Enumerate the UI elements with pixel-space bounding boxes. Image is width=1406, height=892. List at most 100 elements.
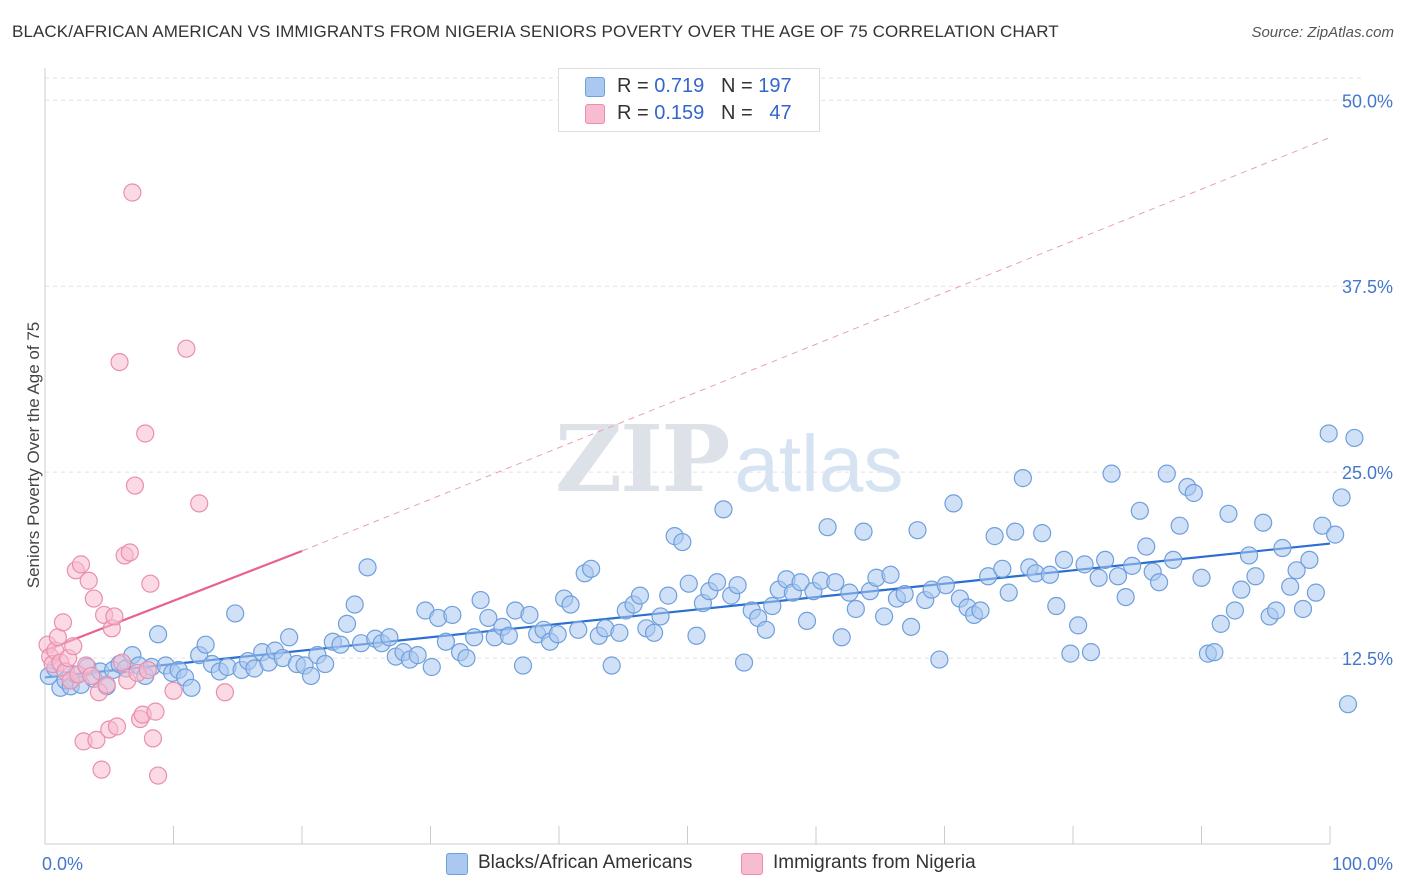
data-point-blacks bbox=[1006, 522, 1025, 541]
legend-r-value: 0.159 bbox=[654, 102, 705, 124]
data-point-blacks bbox=[280, 628, 299, 647]
y-tick-label: 12.5% bbox=[1342, 649, 1393, 669]
data-point-blacks bbox=[630, 586, 650, 605]
legend-n-value: 197 bbox=[758, 75, 792, 97]
data-point-blacks bbox=[316, 654, 335, 674]
series-legend: Blacks/African Americans Immigrants from… bbox=[0, 852, 1406, 878]
series-legend-label-blacks: Blacks/African Americans bbox=[478, 852, 693, 873]
data-point-blacks bbox=[901, 617, 921, 636]
data-point-blacks bbox=[1075, 555, 1094, 574]
data-point-blacks bbox=[1102, 464, 1121, 483]
legend-r-label: R = bbox=[617, 102, 649, 124]
data-point-blacks bbox=[561, 595, 580, 614]
data-point-blacks bbox=[993, 559, 1012, 578]
data-point-blacks bbox=[1040, 565, 1059, 584]
data-point-blacks bbox=[1287, 561, 1306, 580]
data-point-nigeria bbox=[82, 666, 101, 686]
watermark-zip: ZIP bbox=[555, 405, 730, 513]
data-point-blacks bbox=[1130, 501, 1149, 520]
trend-lines bbox=[44, 137, 1331, 679]
data-point-blacks bbox=[979, 567, 998, 586]
data-point-blacks bbox=[1157, 464, 1176, 483]
data-point-blacks bbox=[895, 585, 914, 604]
data-point-blacks bbox=[1047, 596, 1066, 616]
data-point-blacks bbox=[513, 656, 533, 675]
data-point-nigeria bbox=[123, 183, 142, 202]
y-tick-label: 37.5% bbox=[1342, 277, 1393, 297]
data-point-blacks bbox=[182, 678, 201, 697]
data-point-nigeria bbox=[120, 543, 139, 562]
data-point-blacks bbox=[1332, 488, 1351, 507]
data-point-nigeria bbox=[141, 574, 160, 593]
data-point-blacks bbox=[1149, 573, 1169, 592]
data-point-blacks bbox=[465, 628, 484, 647]
data-point-blacks bbox=[548, 625, 567, 644]
data-point-blacks bbox=[985, 527, 1004, 546]
data-point-blacks bbox=[840, 583, 859, 602]
data-point-blacks bbox=[846, 599, 865, 619]
data-point-nigeria bbox=[148, 766, 168, 785]
data-point-blacks bbox=[408, 646, 427, 665]
x-tick-label-max: 100.0% bbox=[1332, 854, 1393, 874]
data-point-nigeria bbox=[97, 675, 116, 694]
data-point-blacks bbox=[436, 632, 456, 651]
data-point-blacks bbox=[1205, 643, 1224, 662]
data-point-blacks bbox=[936, 576, 955, 595]
data-point-blacks bbox=[457, 648, 476, 668]
data-point-blacks bbox=[1219, 504, 1238, 523]
data-point-nigeria bbox=[146, 702, 165, 721]
data-point-blacks bbox=[971, 601, 990, 620]
legend-swatch-nigeria bbox=[585, 104, 605, 124]
data-point-blacks bbox=[1137, 537, 1156, 556]
data-point-blacks bbox=[1211, 614, 1230, 633]
data-point-blacks bbox=[1096, 550, 1115, 570]
data-point-nigeria bbox=[53, 613, 73, 632]
data-point-blacks bbox=[1061, 644, 1080, 663]
data-point-blacks bbox=[832, 628, 851, 647]
x-tick-labels: 0.0% 100.0% bbox=[42, 854, 1393, 874]
data-point-blacks bbox=[499, 626, 518, 645]
legend-r-label: R = bbox=[617, 75, 649, 97]
data-point-blacks bbox=[1116, 587, 1135, 607]
data-point-blacks bbox=[854, 522, 873, 541]
data-point-blacks bbox=[1273, 538, 1292, 558]
data-point-blacks bbox=[337, 614, 357, 633]
data-point-blacks bbox=[1239, 546, 1259, 565]
data-point-blacks bbox=[1313, 516, 1332, 535]
data-point-nigeria bbox=[110, 352, 129, 372]
data-point-nigeria bbox=[215, 683, 234, 702]
y-axis-label: Seniors Poverty Over the Age of 75 bbox=[24, 321, 43, 589]
data-point-blacks bbox=[756, 620, 775, 639]
data-point-blacks bbox=[1170, 516, 1189, 535]
data-point-nigeria bbox=[138, 660, 157, 680]
correlation-legend: R = 0.719 N = 197 R = 0.159 N = 47 bbox=[558, 68, 820, 132]
x-tick-label-min: 0.0% bbox=[42, 854, 83, 874]
data-point-nigeria bbox=[143, 729, 163, 748]
data-point-blacks bbox=[1081, 643, 1101, 662]
data-point-blacks bbox=[1232, 580, 1251, 599]
data-point-blacks bbox=[1089, 568, 1108, 587]
series-legend-swatch-blacks bbox=[446, 853, 468, 875]
data-point-blacks bbox=[380, 628, 399, 647]
series-legend-swatch-nigeria bbox=[741, 853, 763, 875]
data-point-blacks bbox=[1345, 428, 1364, 448]
data-point-blacks bbox=[930, 650, 949, 669]
data-point-nigeria bbox=[177, 339, 196, 358]
data-point-blacks bbox=[196, 635, 215, 654]
data-point-blacks bbox=[818, 518, 837, 537]
data-point-blacks bbox=[1225, 601, 1245, 620]
axes bbox=[44, 68, 1331, 845]
chart-title: BLACK/AFRICAN AMERICAN VS IMMIGRANTS FRO… bbox=[12, 22, 1059, 41]
data-point-blacks bbox=[1069, 616, 1088, 635]
legend-n-label: N = bbox=[720, 75, 753, 97]
data-point-blacks bbox=[602, 656, 621, 675]
data-point-blacks bbox=[1281, 577, 1300, 596]
data-point-blacks bbox=[331, 635, 350, 654]
data-point-nigeria bbox=[92, 760, 111, 779]
data-point-blacks bbox=[479, 608, 498, 628]
data-point-blacks bbox=[1293, 599, 1313, 619]
data-point-blacks bbox=[1254, 513, 1273, 532]
legend-r-value: 0.719 bbox=[654, 75, 705, 97]
legend-n-value: 47 bbox=[769, 102, 792, 124]
data-point-blacks bbox=[999, 583, 1018, 602]
